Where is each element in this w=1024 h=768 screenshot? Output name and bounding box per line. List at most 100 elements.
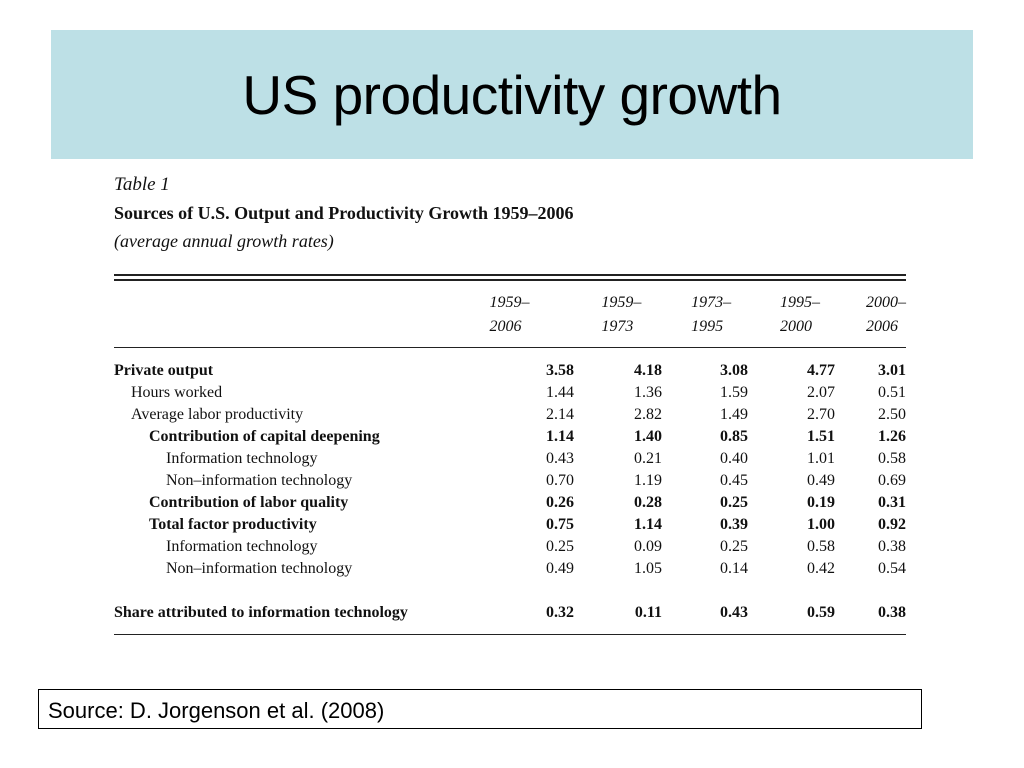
cell: 0.38 [878, 604, 906, 621]
table-row: Private output 3.58 4.18 3.08 4.77 3.01 [114, 360, 906, 382]
column-header: 2000 [780, 318, 813, 335]
data-table: 1959– 1959– 1973– 1995– 2000– 2006 1973 … [114, 281, 906, 347]
cell: 1.51 [807, 428, 835, 445]
row-label: Information technology [166, 450, 318, 467]
cell: 0.45 [720, 472, 748, 489]
cell: 0.70 [546, 472, 574, 489]
cell: 2.82 [634, 406, 662, 423]
table-subheading: (average annual growth rates) [114, 231, 334, 251]
row-label: Hours worked [131, 384, 223, 401]
column-header-row-1: 1959– 1959– 1973– 1995– 2000– [114, 291, 906, 315]
table-row: Hours worked 1.44 1.36 1.59 2.07 0.51 [114, 382, 906, 404]
cell: 0.54 [878, 560, 906, 577]
cell: 0.43 [720, 604, 748, 621]
cell: 0.58 [878, 450, 906, 467]
column-header: 1973 [601, 318, 634, 335]
cell: 1.26 [878, 428, 906, 445]
cell: 4.18 [634, 362, 662, 379]
cell: 0.49 [807, 472, 835, 489]
table-row: Non–information technology 0.49 1.05 0.1… [114, 558, 906, 580]
table-row: Average labor productivity 2.14 2.82 1.4… [114, 404, 906, 426]
column-header: 1959– [601, 294, 642, 311]
cell: 0.25 [546, 538, 574, 555]
row-label: Share attributed to information technolo… [114, 604, 408, 621]
cell: 1.49 [720, 406, 748, 423]
top-double-rule [114, 274, 906, 281]
table-heading: Sources of U.S. Output and Productivity … [114, 203, 574, 223]
cell: 0.69 [878, 472, 906, 489]
cell: 2.50 [878, 406, 906, 423]
header-rule [114, 347, 906, 348]
table-row: Share attributed to information technolo… [114, 602, 906, 624]
cell: 0.40 [720, 450, 748, 467]
cell: 0.21 [634, 450, 662, 467]
bottom-rule [114, 634, 906, 635]
table-row: Contribution of labor quality 0.26 0.28 … [114, 492, 906, 514]
cell: 0.14 [720, 560, 748, 577]
cell: 0.42 [807, 560, 835, 577]
row-label: Total factor productivity [149, 516, 317, 533]
cell: 0.39 [720, 516, 748, 533]
column-header-row-2: 2006 1973 1995 2000 2006 [114, 315, 906, 339]
source-note: Source: D. Jorgenson et al. (2008) [38, 689, 922, 729]
cell: 3.08 [720, 362, 748, 379]
row-label: Average labor productivity [131, 406, 304, 423]
table-row: Total factor productivity 0.75 1.14 0.39… [114, 514, 906, 536]
cell: 1.01 [807, 450, 835, 467]
column-header: 1959– [489, 294, 530, 311]
column-header: 2006 [489, 318, 522, 335]
cell: 1.19 [634, 472, 662, 489]
row-label: Information technology [166, 538, 318, 555]
column-header: 1995 [691, 318, 724, 335]
column-header: 2006 [865, 318, 898, 335]
cell: 0.28 [634, 494, 662, 511]
cell: 0.11 [634, 604, 662, 621]
cell: 0.26 [546, 494, 574, 511]
cell: 3.58 [546, 362, 574, 379]
cell: 0.51 [878, 384, 906, 401]
cell: 1.44 [546, 384, 574, 401]
table-row: Information technology 0.43 0.21 0.40 1.… [114, 448, 906, 470]
table-caption: Table 1 [114, 174, 170, 195]
cell: 0.43 [546, 450, 574, 467]
cell: 1.36 [634, 384, 662, 401]
productivity-table: Table 1 Sources of U.S. Output and Produ… [114, 172, 906, 635]
title-band: US productivity growth [51, 30, 973, 159]
cell: 0.49 [546, 560, 574, 577]
row-label: Contribution of capital deepening [149, 428, 380, 445]
cell: 3.01 [878, 362, 906, 379]
cell: 0.92 [878, 516, 906, 533]
cell: 1.59 [720, 384, 748, 401]
cell: 0.09 [634, 538, 662, 555]
slide-title: US productivity growth [242, 63, 782, 126]
cell: 0.59 [807, 604, 835, 621]
cell: 1.14 [546, 428, 574, 445]
cell: 0.75 [546, 516, 574, 533]
cell: 4.77 [807, 362, 835, 379]
row-label: Contribution of labor quality [149, 494, 349, 511]
cell: 0.19 [807, 494, 835, 511]
cell: 0.32 [546, 604, 574, 621]
cell: 1.14 [634, 516, 662, 533]
cell: 0.58 [807, 538, 835, 555]
cell: 0.25 [720, 538, 748, 555]
row-label: Non–information technology [166, 560, 353, 577]
table-row: Non–information technology 0.70 1.19 0.4… [114, 470, 906, 492]
table-row: Contribution of capital deepening 1.14 1… [114, 426, 906, 448]
table-row: Information technology 0.25 0.09 0.25 0.… [114, 536, 906, 558]
cell: 2.07 [807, 384, 835, 401]
cell: 1.40 [634, 428, 662, 445]
cell: 2.70 [807, 406, 835, 423]
cell: 0.25 [720, 494, 748, 511]
row-label: Non–information technology [166, 472, 353, 489]
row-label: Private output [114, 362, 214, 379]
column-header: 1995– [780, 294, 821, 311]
data-table-body: Private output 3.58 4.18 3.08 4.77 3.01 … [114, 348, 906, 634]
column-header: 2000– [865, 294, 906, 311]
cell: 0.31 [878, 494, 906, 511]
cell: 0.38 [878, 538, 906, 555]
cell: 0.85 [720, 428, 748, 445]
cell: 1.05 [634, 560, 662, 577]
cell: 2.14 [546, 406, 574, 423]
cell: 1.00 [807, 516, 835, 533]
